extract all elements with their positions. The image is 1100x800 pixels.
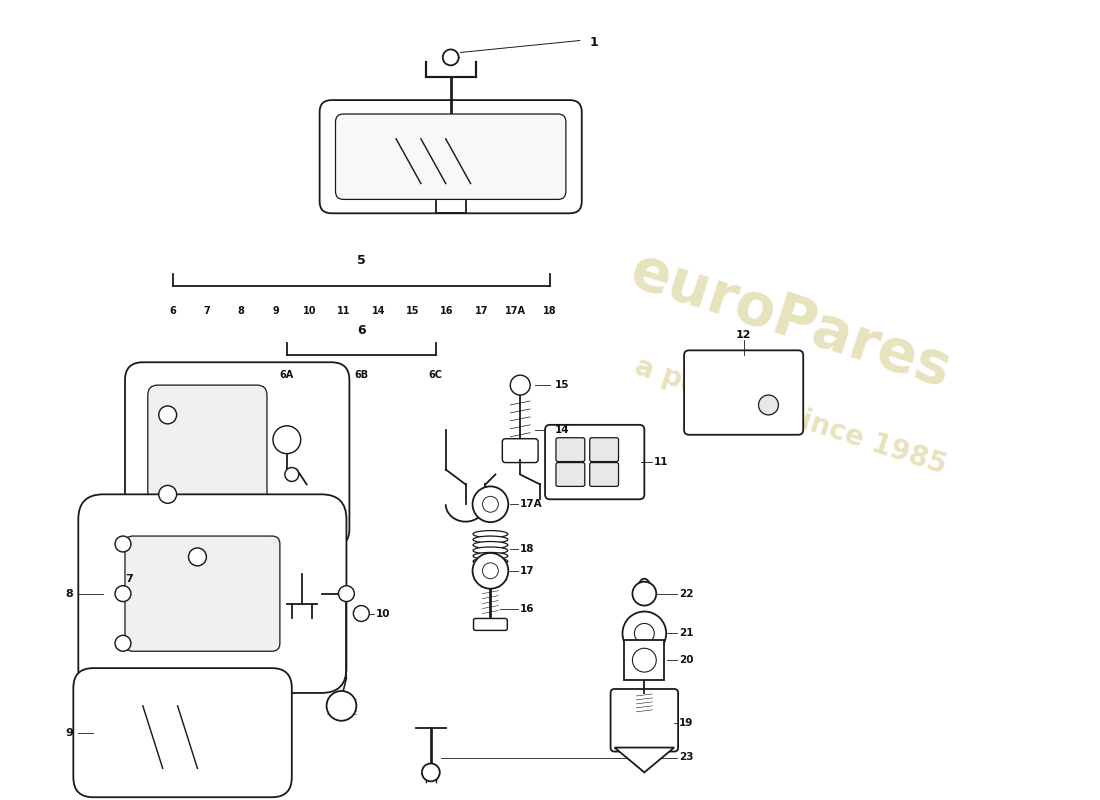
FancyBboxPatch shape — [503, 438, 538, 462]
Text: 15: 15 — [556, 380, 570, 390]
Text: a passion since 1985: a passion since 1985 — [630, 352, 949, 480]
Text: 7: 7 — [125, 574, 133, 584]
FancyBboxPatch shape — [544, 425, 645, 499]
Text: 17: 17 — [520, 566, 535, 576]
Text: 1: 1 — [590, 36, 598, 49]
Circle shape — [442, 50, 459, 66]
Text: 10: 10 — [304, 306, 317, 316]
Ellipse shape — [473, 542, 508, 549]
Polygon shape — [615, 747, 674, 772]
Circle shape — [759, 395, 779, 415]
Text: 11: 11 — [338, 306, 351, 316]
Text: 6C: 6C — [429, 370, 443, 380]
FancyBboxPatch shape — [590, 438, 618, 462]
Circle shape — [327, 691, 356, 721]
FancyBboxPatch shape — [336, 114, 565, 199]
Text: euroPares: euroPares — [623, 242, 958, 399]
Circle shape — [158, 486, 177, 503]
Ellipse shape — [473, 547, 508, 554]
Ellipse shape — [473, 558, 508, 565]
Circle shape — [353, 606, 370, 622]
Text: 14: 14 — [372, 306, 385, 316]
Text: 17A: 17A — [505, 306, 526, 316]
Circle shape — [473, 486, 508, 522]
Text: 10: 10 — [376, 609, 390, 618]
Text: 16: 16 — [520, 603, 535, 614]
Circle shape — [158, 406, 177, 424]
Circle shape — [483, 563, 498, 578]
FancyBboxPatch shape — [125, 362, 350, 547]
Circle shape — [422, 763, 440, 782]
Circle shape — [632, 648, 657, 672]
Circle shape — [510, 375, 530, 395]
Text: 20: 20 — [679, 655, 694, 665]
Text: 6B: 6B — [354, 370, 368, 380]
FancyBboxPatch shape — [78, 494, 346, 693]
Text: 22: 22 — [679, 589, 694, 598]
Text: 6: 6 — [358, 324, 365, 337]
Ellipse shape — [473, 536, 508, 543]
Text: 9: 9 — [66, 728, 74, 738]
Text: 5: 5 — [356, 254, 365, 267]
Text: 23: 23 — [679, 753, 694, 762]
Circle shape — [116, 586, 131, 602]
Circle shape — [285, 467, 299, 482]
Circle shape — [632, 582, 657, 606]
Text: 21: 21 — [679, 628, 694, 638]
FancyBboxPatch shape — [684, 350, 803, 434]
FancyBboxPatch shape — [556, 462, 585, 486]
Circle shape — [623, 611, 667, 655]
Ellipse shape — [473, 553, 508, 559]
FancyBboxPatch shape — [74, 668, 292, 798]
Text: 17: 17 — [474, 306, 488, 316]
Ellipse shape — [706, 370, 741, 415]
Text: 19: 19 — [679, 718, 693, 728]
FancyBboxPatch shape — [125, 536, 279, 651]
Bar — [625, 640, 664, 680]
Circle shape — [188, 548, 207, 566]
Text: 17A: 17A — [520, 499, 542, 510]
Text: 7: 7 — [204, 306, 210, 316]
FancyBboxPatch shape — [590, 462, 618, 486]
Circle shape — [116, 635, 131, 651]
Text: 12: 12 — [736, 330, 751, 341]
FancyBboxPatch shape — [147, 385, 267, 524]
FancyBboxPatch shape — [320, 100, 582, 214]
FancyBboxPatch shape — [556, 438, 585, 462]
Circle shape — [483, 496, 498, 512]
Circle shape — [635, 623, 654, 643]
Text: 18: 18 — [520, 544, 535, 554]
FancyBboxPatch shape — [610, 689, 678, 751]
Circle shape — [339, 586, 354, 602]
Text: 8: 8 — [66, 589, 74, 598]
Text: 6: 6 — [169, 306, 176, 316]
Circle shape — [273, 426, 300, 454]
Text: 16: 16 — [440, 306, 454, 316]
Circle shape — [473, 553, 508, 589]
Text: 6A: 6A — [279, 370, 294, 380]
FancyBboxPatch shape — [473, 618, 507, 630]
Text: 9: 9 — [272, 306, 279, 316]
Circle shape — [116, 536, 131, 552]
Text: 15: 15 — [406, 306, 419, 316]
Text: 14: 14 — [556, 425, 570, 434]
Text: 11: 11 — [654, 457, 669, 467]
Text: 18: 18 — [543, 306, 557, 316]
Text: 8: 8 — [238, 306, 244, 316]
Ellipse shape — [473, 530, 508, 538]
